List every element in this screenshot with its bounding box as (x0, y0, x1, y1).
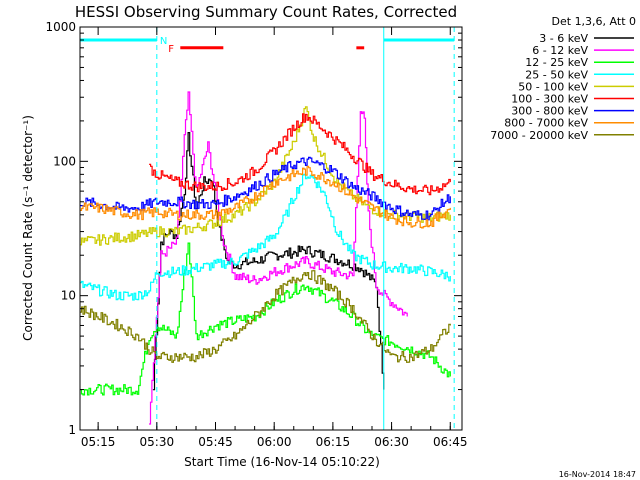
x-tick-label-6: 06:45 (433, 435, 468, 449)
flare-flag-label: F (168, 44, 174, 55)
legend-label-7: 800 - 7000 keV (504, 117, 588, 130)
x-axis-label: Start Time (16-Nov-14 05:10:22) (184, 455, 380, 469)
series-line-1 (149, 91, 408, 425)
x-tick-label-2: 05:45 (198, 435, 233, 449)
series-line-5 (149, 113, 451, 196)
legend-title: Det 1,3,6, Att 0 (552, 15, 636, 28)
legend-label-8: 7000 - 20000 keV (490, 129, 588, 142)
legend-label-0: 3 - 6 keV (539, 32, 588, 45)
flags-layer: NF (80, 27, 455, 430)
x-tick-label-5: 06:30 (374, 435, 409, 449)
series-line-3 (80, 173, 451, 301)
x-tick-label-0: 05:15 (81, 435, 116, 449)
y-axis-label: Corrected Count Rate (s⁻¹ detector⁻¹) (21, 115, 35, 341)
series-line-7 (80, 165, 451, 229)
legend-label-6: 300 - 800 keV (511, 105, 588, 118)
y-tick-label-1: 10 (61, 289, 76, 303)
series-layer (80, 91, 451, 425)
night-flag-label: N (160, 36, 167, 47)
x-tick-label-1: 05:30 (140, 435, 175, 449)
series-line-0 (152, 132, 385, 391)
legend-label-1: 6 - 12 keV (532, 44, 588, 57)
series-line-8 (80, 270, 451, 363)
x-tick-label-4: 06:15 (316, 435, 351, 449)
legend-label-3: 25 - 50 keV (525, 68, 588, 81)
legend-label-4: 50 - 100 keV (518, 80, 588, 93)
chart-title: HESSI Observing Summary Count Rates, Cor… (75, 3, 457, 21)
y-tick-label-3: 1000 (45, 20, 76, 34)
legend-label-2: 12 - 25 keV (525, 56, 588, 69)
series-line-6 (80, 156, 451, 221)
timestamp-label: 16-Nov-2014 18:47 (559, 470, 636, 479)
y-tick-label-2: 100 (53, 154, 76, 168)
axes-layer: 05:15 05:30 05:45 06:00 06:15 06:30 06:45 1 10 10… (45, 20, 467, 449)
legend-label-5: 100 - 300 keV (511, 93, 588, 106)
y-tick-label-0: 1 (68, 423, 76, 437)
plot-frame (79, 26, 463, 431)
series-line-4 (80, 106, 451, 246)
x-tick-label-3: 06:00 (257, 435, 292, 449)
series-line-2 (80, 242, 451, 396)
